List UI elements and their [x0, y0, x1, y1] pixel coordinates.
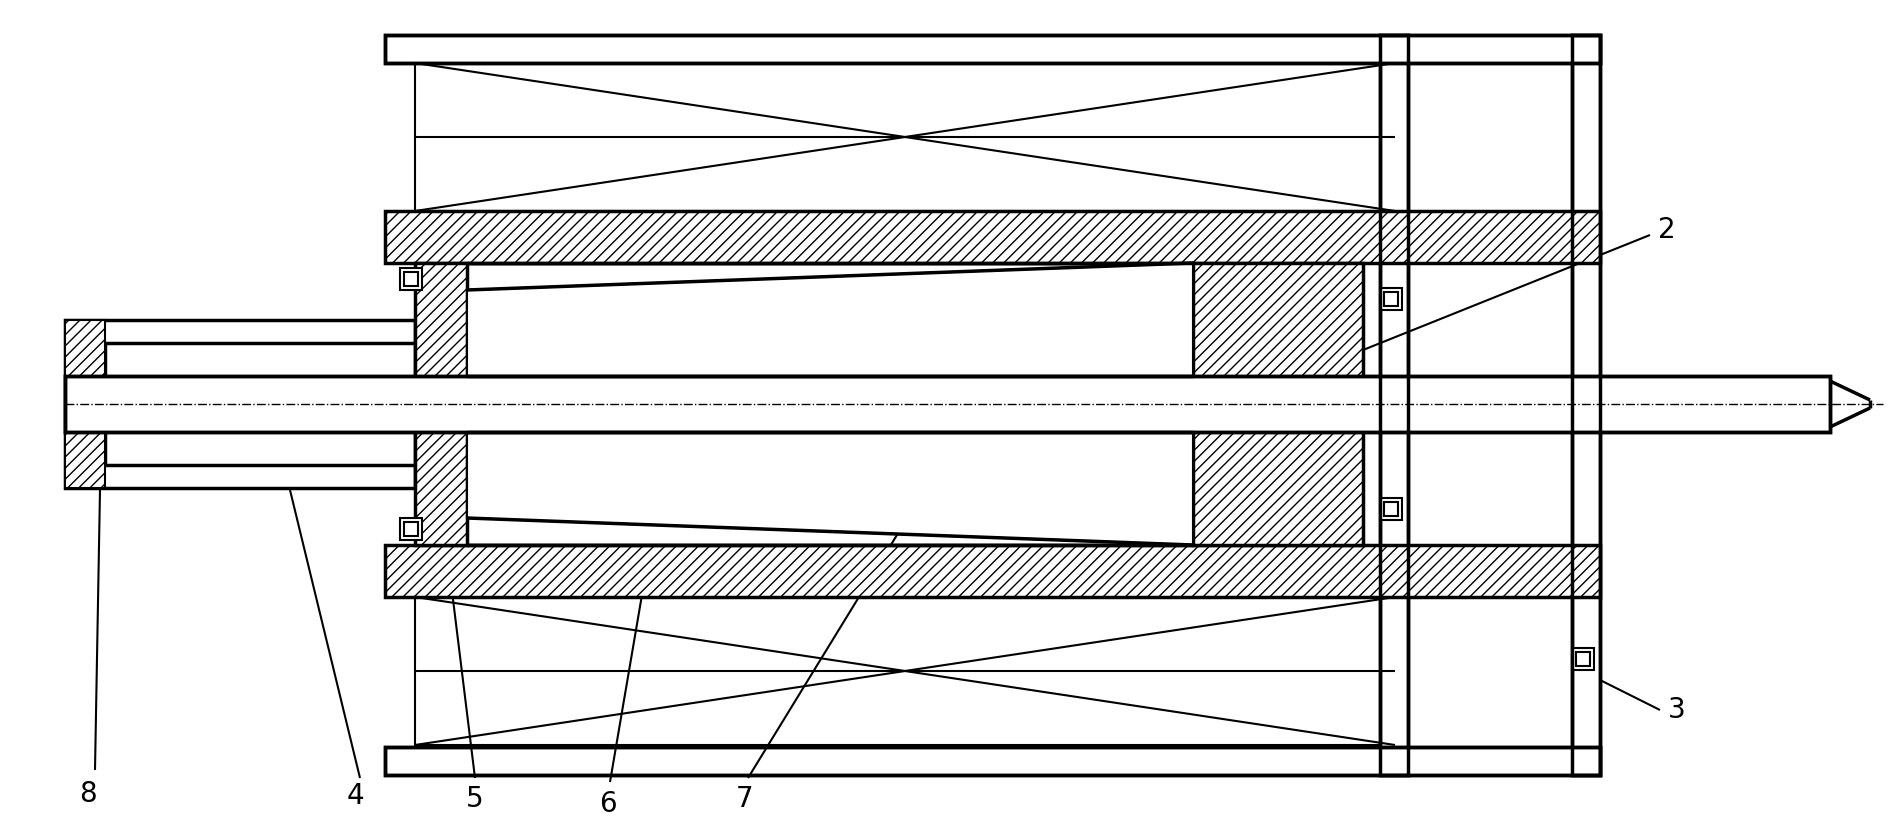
Bar [1380, 288, 1403, 310]
Bar [405, 523, 418, 536]
Text: 3: 3 [1668, 696, 1687, 724]
Bar [1571, 35, 1600, 775]
Text: 5: 5 [466, 785, 485, 813]
Text: 4: 4 [346, 782, 363, 810]
Bar [1577, 653, 1590, 666]
Bar [64, 376, 1831, 432]
Text: 7: 7 [736, 785, 753, 813]
Bar [1380, 498, 1403, 520]
Bar [384, 211, 1600, 263]
Bar [384, 35, 1600, 63]
Bar [384, 747, 1600, 775]
Bar [1193, 263, 1363, 545]
Text: 2: 2 [1658, 216, 1675, 244]
Bar [399, 268, 422, 290]
Bar [415, 597, 1395, 745]
Bar [384, 747, 1600, 775]
Bar [64, 376, 1831, 432]
Polygon shape [64, 320, 104, 488]
Bar [384, 35, 1600, 63]
Bar [1380, 35, 1408, 775]
Bar [405, 272, 418, 285]
Polygon shape [468, 263, 1193, 545]
Text: 6: 6 [600, 790, 617, 818]
Bar [64, 320, 415, 488]
Polygon shape [468, 263, 1193, 384]
Bar [1571, 648, 1594, 670]
Bar [384, 545, 1600, 597]
Bar [399, 518, 422, 540]
Bar [415, 263, 468, 545]
Polygon shape [468, 424, 1193, 545]
Bar [1384, 293, 1397, 306]
Bar [1571, 35, 1600, 775]
Bar [1384, 502, 1397, 515]
Bar [104, 343, 415, 465]
Bar [1380, 35, 1408, 775]
Bar [415, 63, 1395, 211]
Bar [1380, 393, 1403, 415]
Bar [1384, 397, 1397, 411]
Text: 8: 8 [80, 780, 97, 808]
